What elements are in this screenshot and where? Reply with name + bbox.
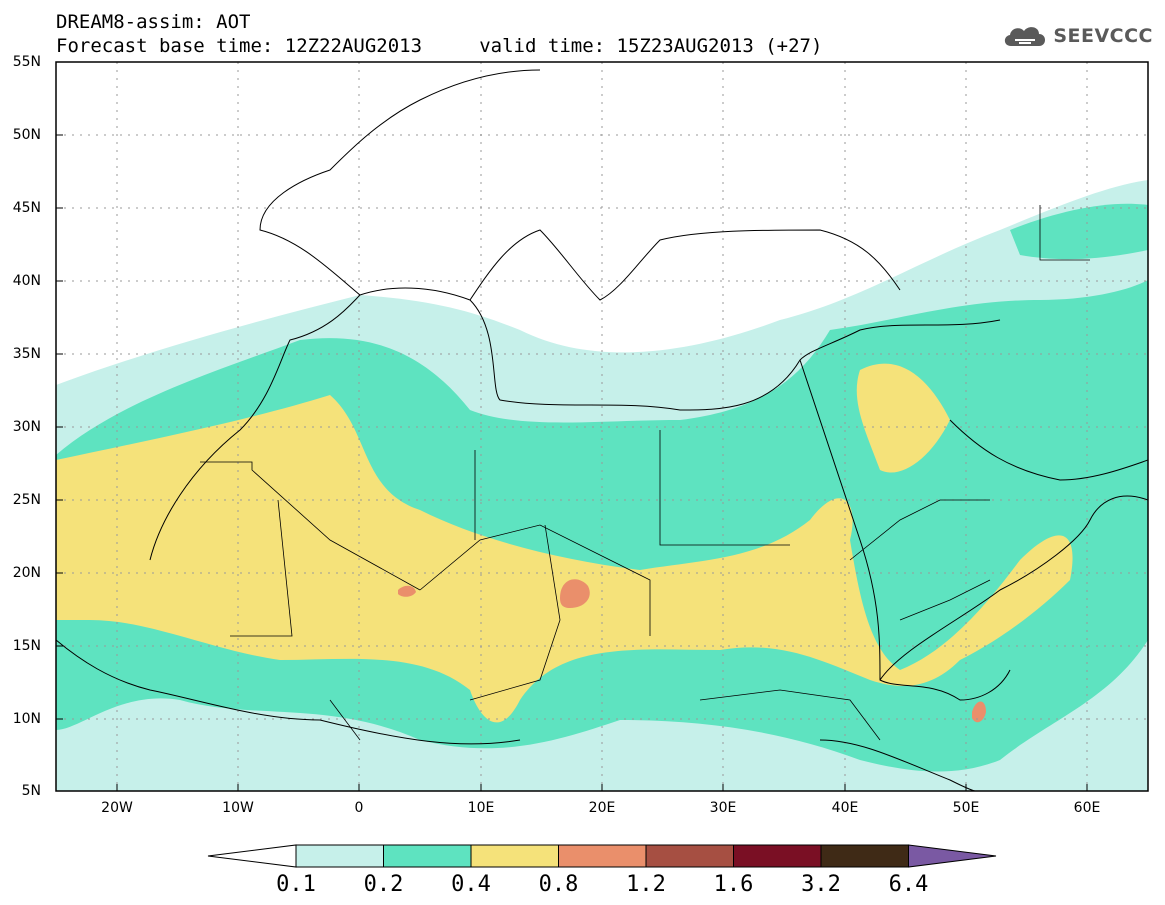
lat-label: 50N (12, 127, 41, 143)
lat-label: 10N (12, 711, 41, 727)
colorbar-swatch-6 (820, 844, 909, 868)
lat-label: 20N (12, 565, 41, 581)
colorbar-label: 0.2 (363, 872, 404, 897)
axis-ticks (56, 61, 1088, 791)
seevccc-logo: SEEVCCC (1001, 22, 1153, 50)
colorbar (207, 844, 997, 868)
colorbar-label: 0.4 (451, 872, 491, 897)
map-title: DREAM8-assim: AOT (56, 11, 251, 33)
lon-label: 20W (101, 800, 133, 816)
colorbar-label: 0.8 (538, 872, 579, 897)
lat-label: 15N (12, 638, 41, 654)
lat-label: 55N (12, 54, 41, 70)
coastlines (56, 69, 1148, 791)
colorbar-swatch-0 (295, 844, 384, 868)
colorbar-swatch-4 (645, 844, 734, 868)
lon-label: 10E (467, 800, 495, 816)
forecast-time-line: Forecast base time: 12Z22AUG2013 valid t… (56, 35, 823, 57)
lon-label: 30E (709, 800, 737, 816)
aot-band-0-8-patch-3 (972, 701, 986, 723)
colorbar-min-arrow (207, 844, 297, 868)
aot-band-0-8-patch-2 (398, 585, 416, 597)
colorbar-swatch-1 (383, 844, 472, 868)
lon-label: 20E (588, 800, 616, 816)
lon-label: 10W (222, 800, 254, 816)
aot-band-0-4 (56, 395, 1073, 723)
lon-label: 0 (354, 800, 364, 816)
graticule (56, 62, 1148, 791)
borders (200, 205, 1090, 741)
colorbar-label: 3.2 (801, 872, 841, 897)
lat-label: 5N (21, 783, 41, 799)
colorbar-label: 0.1 (276, 872, 316, 897)
lat-label: 25N (12, 492, 41, 508)
lat-label: 40N (12, 273, 41, 289)
colorbar-max-arrow (908, 844, 997, 868)
colorbar-label: 6.4 (888, 872, 929, 897)
colorbar-label: 1.2 (626, 872, 666, 897)
aot-band-0-4-east (856, 363, 950, 473)
cloud-logo-icon (1005, 27, 1046, 46)
logo-text: SEEVCCC (1053, 25, 1153, 47)
aot-band-0-2-ne (1010, 203, 1148, 260)
lat-label: 35N (12, 346, 41, 362)
lon-label: 40E (831, 800, 859, 816)
colorbar-swatch-5 (733, 844, 822, 868)
colorbar-label: 1.6 (713, 872, 754, 897)
lon-label: 60E (1073, 800, 1101, 816)
lat-label: 45N (12, 200, 41, 216)
colorbar-swatch-2 (470, 844, 559, 868)
aot-band-0-8-patch-1 (560, 579, 590, 608)
lon-label: 50E (952, 800, 980, 816)
colorbar-swatch-3 (558, 844, 647, 868)
lat-label: 30N (12, 419, 41, 435)
